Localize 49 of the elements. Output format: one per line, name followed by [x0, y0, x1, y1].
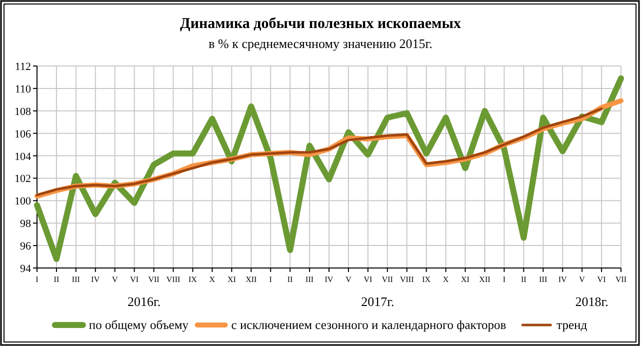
chart-subtitle: в % к среднемесячному значению 2015г.	[208, 36, 432, 51]
legend-label: тренд	[556, 318, 588, 332]
x-tick-label: II	[521, 275, 527, 284]
x-tick-label: XII	[479, 275, 491, 284]
x-tick-label: I	[502, 275, 506, 284]
legend-label: с исключением сезонного и календарного факторов	[231, 318, 506, 332]
x-tick-label: VI	[597, 275, 606, 284]
x-tick-label: II	[287, 275, 294, 284]
x-tick-label: III	[72, 275, 80, 284]
x-tick-label: IX	[188, 275, 198, 284]
x-tick-label: IV	[324, 275, 334, 284]
text: 2018г.	[575, 294, 608, 309]
y-tick-label: 102	[14, 173, 31, 186]
x-tick-label: I	[36, 275, 39, 284]
x-tick-label: VII	[382, 275, 394, 284]
x-tick-label: X	[209, 275, 216, 284]
x-tick-label: XI	[461, 275, 470, 284]
x-tick-label: II	[54, 275, 60, 284]
x-tick-label: VIII	[166, 275, 180, 284]
text: 2016г.	[128, 294, 161, 309]
x-tick-label: III	[539, 275, 548, 284]
y-tick-label: 100	[14, 196, 32, 208]
y-tick-label: 94	[20, 263, 32, 275]
x-tick-label: VI	[364, 275, 372, 284]
y-tick-label: 110	[14, 83, 32, 96]
x-tick-label: I	[269, 275, 272, 284]
x-tick-label: V	[579, 275, 586, 284]
y-tick-label: 96	[20, 240, 32, 253]
x-tick-label: IV	[558, 275, 568, 284]
x-tick-label: III	[306, 275, 314, 284]
x-tick-label: XI	[227, 275, 236, 284]
x-tick-label: VII	[148, 275, 160, 284]
x-tick-label: V	[112, 275, 118, 284]
y-tick-label: 108	[14, 106, 32, 118]
y-tick-label: 112	[14, 61, 31, 73]
x-tick-label: IV	[91, 275, 100, 284]
y-tick-label: 104	[14, 150, 32, 163]
legend-label: по общему объему	[88, 318, 190, 332]
x-tick-label: IX	[422, 275, 431, 284]
chart-title: Динамика добычи полезных ископаемых	[180, 16, 462, 32]
y-tick-label: 98	[20, 218, 32, 230]
x-tick-label: VIII	[400, 275, 414, 284]
x-tick-label: V	[346, 275, 352, 284]
text: 2017г.	[361, 294, 394, 309]
x-tick-label: X	[442, 275, 449, 284]
x-tick-label: XII	[246, 275, 258, 284]
x-tick-label: VII	[615, 275, 627, 284]
x-tick-label: VI	[130, 275, 139, 284]
y-tick-label: 106	[14, 128, 32, 140]
